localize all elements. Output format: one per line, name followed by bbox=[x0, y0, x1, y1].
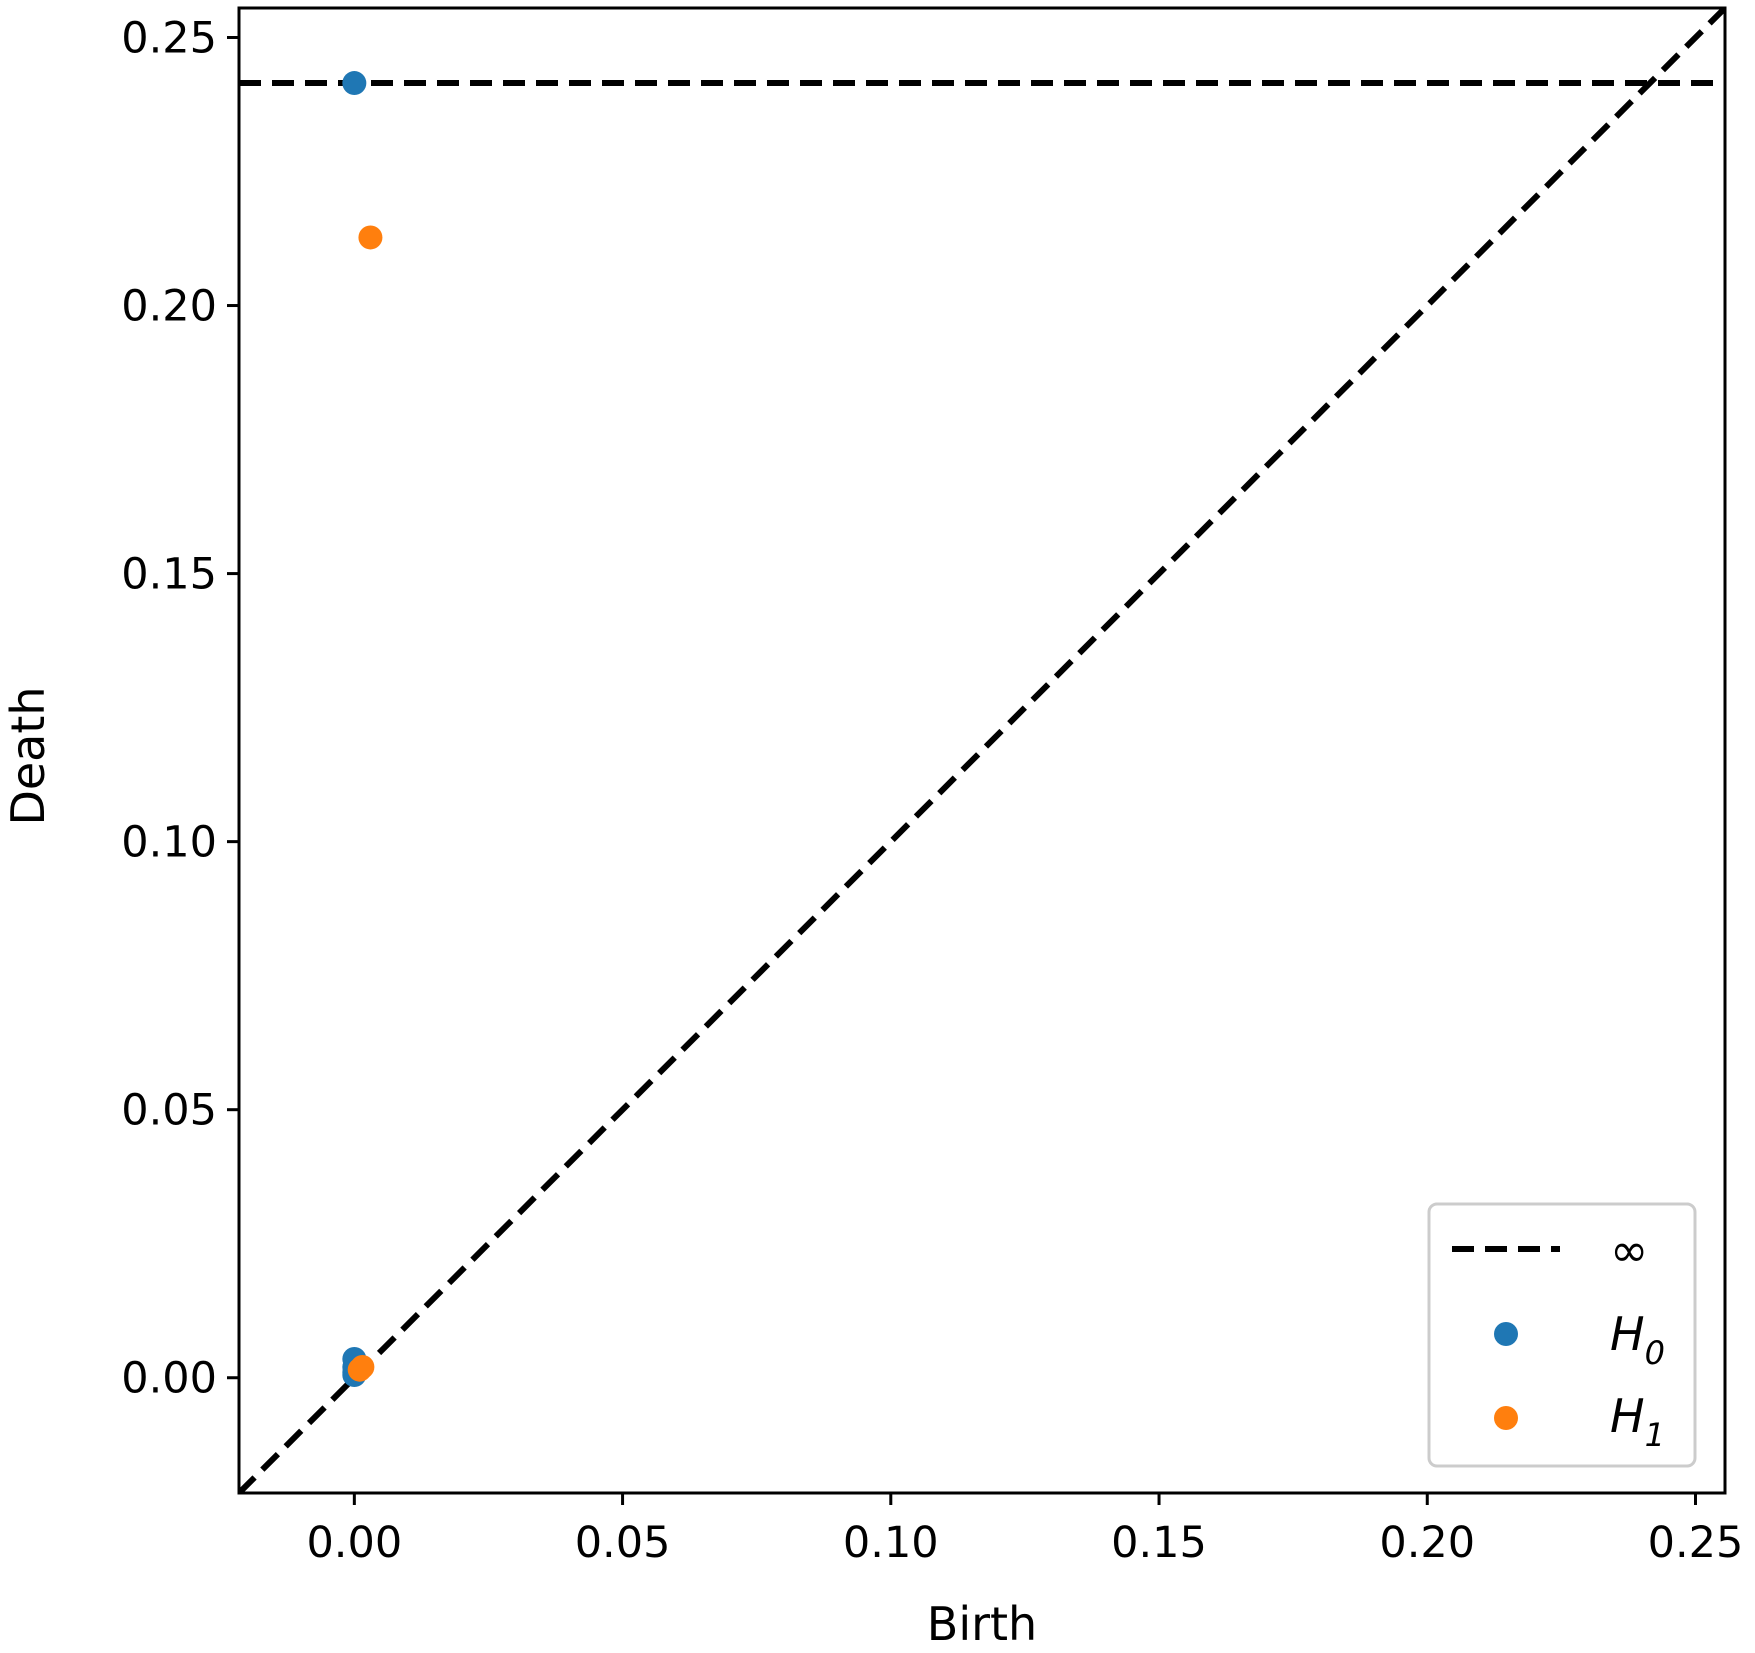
x-tick-label-5: 0.25 bbox=[1648, 1518, 1744, 1568]
legend-h0-marker bbox=[1494, 1322, 1518, 1346]
y-tick-label-3: 0.15 bbox=[121, 550, 217, 600]
y-tick-label-5: 0.25 bbox=[121, 13, 217, 63]
x-tick-label-0: 0.00 bbox=[306, 1518, 402, 1568]
x-axis-label: Birth bbox=[927, 1597, 1037, 1651]
legend-h1-subscript: 1 bbox=[1645, 1416, 1665, 1454]
x-tick-label-3: 0.15 bbox=[1111, 1518, 1207, 1568]
ticks-layer: 0.00 0.05 0.10 0.15 0.20 0.25 0.00 0.05 0.10 0.15… bbox=[121, 13, 1743, 1568]
legend: ∞ H0 H1 bbox=[1427, 1202, 1697, 1468]
legend-h0-label: H0 bbox=[1610, 1307, 1665, 1372]
legend-h0-name: H bbox=[1610, 1307, 1645, 1361]
plot-frame bbox=[237, 6, 1727, 1495]
x-tick-label-2: 0.10 bbox=[843, 1518, 939, 1568]
y-tick-label-4: 0.20 bbox=[121, 282, 217, 332]
legend-infinity-label: ∞ bbox=[1610, 1223, 1648, 1277]
legend-h0-subscript: 0 bbox=[1645, 1334, 1665, 1372]
plot-layer bbox=[239, 8, 1725, 1493]
series-h0-point-0 bbox=[342, 71, 367, 96]
legend-box bbox=[1427, 1202, 1697, 1468]
legend-h1-name: H bbox=[1610, 1389, 1645, 1443]
series-h1-point-2 bbox=[350, 1355, 375, 1380]
y-tick-label-0: 0.00 bbox=[121, 1354, 217, 1404]
legend-h1-marker bbox=[1494, 1406, 1518, 1430]
x-tick-label-1: 0.05 bbox=[575, 1518, 671, 1568]
y-tick-label-1: 0.05 bbox=[121, 1086, 217, 1136]
series-h1-point-0 bbox=[358, 225, 383, 250]
y-tick-label-2: 0.10 bbox=[121, 818, 217, 868]
x-tick-label-4: 0.20 bbox=[1379, 1518, 1475, 1568]
legend-h1-label: H1 bbox=[1610, 1389, 1665, 1454]
y-axis-label: Death bbox=[1, 686, 55, 825]
diagonal-line bbox=[239, 8, 1725, 1493]
